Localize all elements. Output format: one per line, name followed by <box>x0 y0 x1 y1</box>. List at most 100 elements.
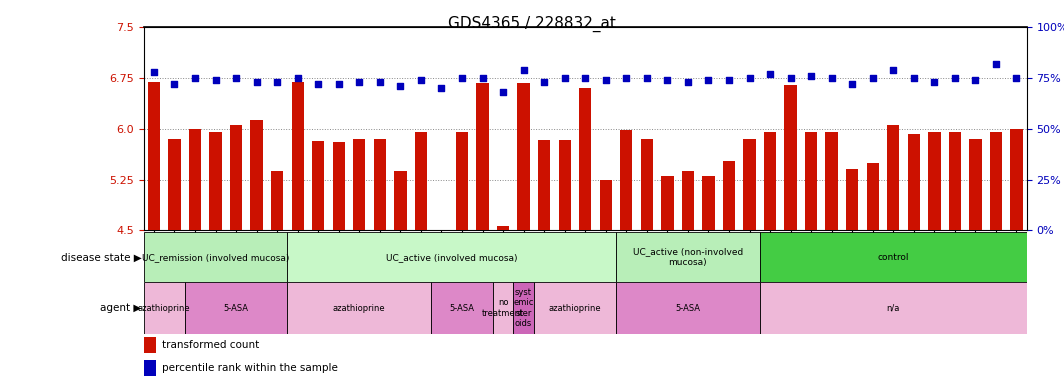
Point <box>166 81 183 87</box>
Point <box>926 79 943 85</box>
Point <box>371 79 388 85</box>
Point <box>782 75 799 81</box>
Text: 5-ASA: 5-ASA <box>449 304 475 313</box>
Bar <box>682 171 694 230</box>
Bar <box>148 82 160 230</box>
Bar <box>230 125 243 230</box>
Point <box>310 81 327 87</box>
Bar <box>1011 129 1023 230</box>
Bar <box>312 141 325 230</box>
Point <box>659 77 676 83</box>
Text: n/a: n/a <box>886 304 900 313</box>
Text: azathioprine: azathioprine <box>333 304 385 313</box>
Point <box>228 75 245 81</box>
Bar <box>702 176 715 230</box>
Point <box>330 81 347 87</box>
Bar <box>764 132 777 230</box>
Bar <box>517 83 530 230</box>
Text: transformed count: transformed count <box>162 340 259 350</box>
Point <box>495 89 512 95</box>
Text: 5-ASA: 5-ASA <box>676 304 700 313</box>
Point <box>680 79 697 85</box>
Bar <box>353 139 365 230</box>
Bar <box>661 176 674 230</box>
Bar <box>760 232 1027 282</box>
Point <box>289 75 306 81</box>
Point <box>946 75 963 81</box>
Bar <box>497 226 510 230</box>
Text: UC_active (involved mucosa): UC_active (involved mucosa) <box>386 253 517 262</box>
Bar <box>292 82 304 230</box>
Bar <box>435 230 448 232</box>
Bar <box>513 282 534 334</box>
Point <box>146 69 163 75</box>
Bar <box>616 232 760 282</box>
Bar <box>887 125 899 230</box>
Point <box>556 75 573 81</box>
Point <box>741 75 758 81</box>
Point <box>207 77 225 83</box>
Bar <box>760 282 1027 334</box>
Bar <box>969 139 982 230</box>
Text: 5-ASA: 5-ASA <box>223 304 249 313</box>
Bar <box>534 282 616 334</box>
Bar <box>477 83 488 230</box>
Point <box>597 77 614 83</box>
Bar <box>928 132 941 230</box>
Point <box>413 77 430 83</box>
Bar <box>168 139 181 230</box>
Bar <box>744 139 755 230</box>
Point <box>248 79 265 85</box>
Bar <box>846 169 859 230</box>
Point <box>453 75 470 81</box>
Bar <box>805 132 817 230</box>
Bar <box>333 142 345 230</box>
Point <box>987 60 1004 66</box>
Point <box>577 75 594 81</box>
Point <box>762 71 779 77</box>
Bar <box>949 132 961 230</box>
Bar <box>722 161 735 230</box>
Bar <box>908 134 920 230</box>
Point <box>268 79 285 85</box>
Bar <box>185 282 287 334</box>
Point <box>720 77 737 83</box>
Bar <box>784 84 797 230</box>
Bar <box>373 139 386 230</box>
Bar <box>826 132 837 230</box>
Point <box>864 75 881 81</box>
Point <box>1008 75 1025 81</box>
Point <box>700 77 717 83</box>
Text: control: control <box>878 253 909 262</box>
Text: azathioprine: azathioprine <box>549 304 601 313</box>
Bar <box>559 140 570 230</box>
Bar <box>144 232 287 282</box>
Bar <box>866 162 879 230</box>
Point <box>392 83 409 89</box>
Point <box>433 85 450 91</box>
Point <box>515 66 532 73</box>
Point <box>824 75 841 81</box>
Text: disease state ▶: disease state ▶ <box>61 252 142 262</box>
Bar <box>188 129 201 230</box>
Point <box>885 66 902 73</box>
Point <box>351 79 368 85</box>
Bar <box>620 130 632 230</box>
Bar <box>493 282 513 334</box>
Bar <box>455 132 468 230</box>
Bar <box>641 139 653 230</box>
Text: GDS4365 / 228832_at: GDS4365 / 228832_at <box>448 15 616 31</box>
Bar <box>287 282 431 334</box>
Bar <box>271 171 283 230</box>
Point <box>535 79 552 85</box>
Bar <box>287 232 616 282</box>
Bar <box>210 132 221 230</box>
Bar <box>431 282 493 334</box>
Bar <box>579 88 592 230</box>
Bar <box>600 180 612 230</box>
Text: UC_active (non-involved
mucosa): UC_active (non-involved mucosa) <box>633 248 743 267</box>
Text: azathioprine: azathioprine <box>138 304 190 313</box>
Point <box>905 75 922 81</box>
Bar <box>144 282 185 334</box>
Text: syst
emic
ster
oids: syst emic ster oids <box>514 288 534 328</box>
